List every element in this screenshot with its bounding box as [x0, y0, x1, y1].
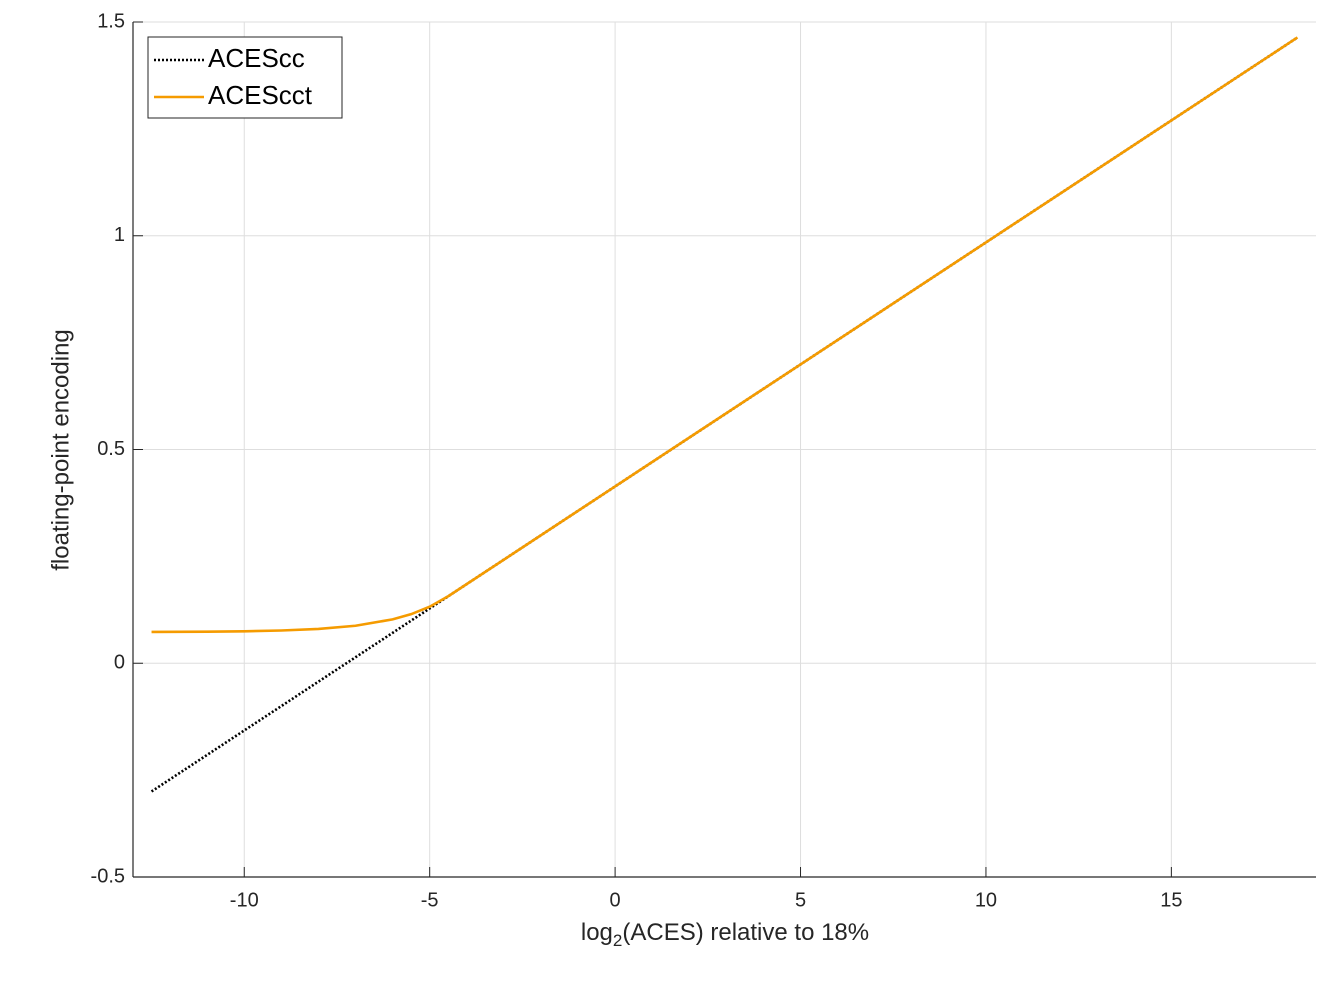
x-tick-label: 5 [795, 889, 806, 911]
x-tick-label: 15 [1160, 889, 1182, 911]
y-tick-label: 1.5 [97, 10, 125, 32]
x-tick-label: 10 [975, 889, 997, 911]
x-label-part: (ACES) relative to 18% [622, 919, 869, 946]
y-tick-label: 0 [114, 652, 125, 674]
y-axis-label: floating-point encoding [47, 329, 74, 571]
legend-label: ACEScc [208, 43, 305, 73]
x-label-subscript: 2 [613, 931, 622, 950]
x-axis-label: log2(ACES) relative to 18% [581, 919, 869, 950]
x-tick-label: -10 [230, 889, 259, 911]
x-tick-label: 0 [610, 889, 621, 911]
legend-label: ACEScct [208, 80, 313, 110]
y-tick-label: 1 [114, 224, 125, 246]
x-label-part: log [581, 919, 613, 946]
x-tick-label: -5 [421, 889, 439, 911]
legend-box [147, 36, 343, 119]
series-line [151, 36, 1299, 634]
y-tick-label: 0.5 [97, 438, 125, 460]
y-tick-label: -0.5 [91, 865, 125, 887]
